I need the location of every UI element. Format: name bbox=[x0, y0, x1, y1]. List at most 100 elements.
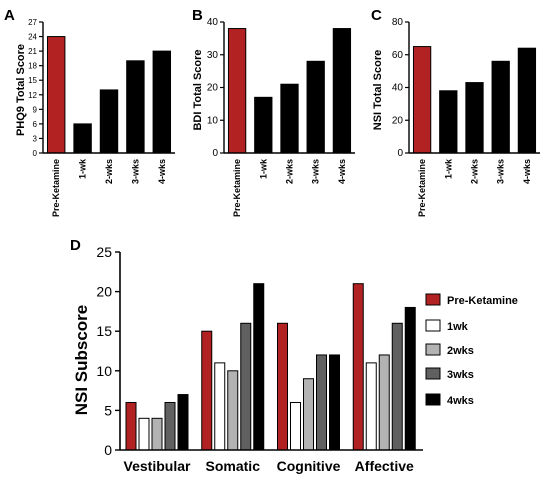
x-tick-label: 1-wk bbox=[78, 158, 88, 179]
bar-1-3 bbox=[306, 60, 325, 154]
legend-swatch-4 bbox=[425, 393, 441, 406]
x-tick-label: 4-wks bbox=[337, 159, 347, 184]
bar-2-1 bbox=[439, 90, 458, 154]
legend-swatch-2 bbox=[425, 343, 441, 356]
y-tick-label: 9 bbox=[33, 105, 38, 114]
bar-3-3 bbox=[391, 322, 403, 451]
y-tick-label: 5 bbox=[104, 402, 112, 418]
x-category-label: Somatic bbox=[206, 458, 261, 474]
panel-d-ylabel: NSI Subscore bbox=[72, 305, 91, 416]
bar-2-0 bbox=[277, 322, 288, 451]
panel-a: A PHQ9 Total Score Pre-Ketamine 1-wk 2-wks… bbox=[4, 7, 175, 217]
bar-2-3 bbox=[316, 354, 327, 451]
x-tick-label: Pre-Ketamine bbox=[417, 159, 427, 217]
x-category-label: Affective bbox=[355, 458, 414, 474]
bar-0-1 bbox=[138, 417, 150, 451]
bar-3-0 bbox=[352, 283, 364, 451]
y-tick-label: 40 bbox=[207, 17, 219, 28]
y-tick-label: 20 bbox=[96, 284, 112, 300]
panel-b-letter: B bbox=[192, 7, 203, 24]
y-tick-label: 40 bbox=[392, 83, 404, 94]
x-category-label: Vestibular bbox=[124, 458, 191, 474]
bar-1-2 bbox=[280, 83, 299, 154]
legend-swatch-1 bbox=[425, 319, 441, 332]
panel-a-letter: A bbox=[4, 7, 15, 24]
x-tick-label: Pre-Ketamine bbox=[51, 159, 61, 217]
bar-0-0 bbox=[125, 401, 137, 451]
x-tick-label: 1-wk bbox=[443, 158, 453, 179]
bar-2-1 bbox=[290, 401, 301, 451]
x-category-label: Cognitive bbox=[277, 458, 341, 474]
panel-d: D NSI Subscore Vestibular Somatic Cognitiv… bbox=[70, 237, 518, 474]
y-tick-label: 6 bbox=[33, 120, 38, 129]
bar-0-0 bbox=[46, 36, 66, 154]
bar-0-4 bbox=[177, 394, 189, 451]
bar-2-0 bbox=[412, 46, 432, 154]
panel-c-ylabel: NSI Total Score bbox=[372, 50, 384, 130]
bar-1-4 bbox=[253, 283, 265, 451]
y-tick-label: 0 bbox=[104, 442, 112, 458]
bar-1-0 bbox=[227, 28, 247, 154]
legend-label: 3wks bbox=[447, 369, 474, 381]
panel-c: C NSI Total Score Pre-Ketamine 1-wk 2-wks 3… bbox=[371, 7, 540, 217]
y-tick-label: 20 bbox=[207, 83, 219, 94]
bar-0-2 bbox=[99, 89, 119, 154]
x-tick-label: 2-wks bbox=[285, 159, 295, 184]
x-tick-label: 2-wks bbox=[104, 159, 114, 184]
bar-2-2 bbox=[465, 82, 484, 154]
legend-label: 1wk bbox=[447, 321, 469, 333]
legend-label: 2wks bbox=[447, 345, 474, 357]
x-tick-label: 2-wks bbox=[470, 159, 480, 184]
y-tick-label: 0 bbox=[397, 148, 403, 159]
bar-0-3 bbox=[126, 60, 145, 154]
bar-2-2 bbox=[303, 378, 314, 451]
y-tick-label: 60 bbox=[392, 50, 404, 61]
y-tick-label: 3 bbox=[33, 134, 38, 143]
bar-3-2 bbox=[378, 354, 390, 451]
bar-0-2 bbox=[151, 417, 163, 451]
x-tick-label: 4-wks bbox=[157, 159, 167, 184]
panel-c-letter: C bbox=[371, 7, 382, 24]
panel-a-ylabel: PHQ9 Total Score bbox=[15, 44, 27, 136]
x-tick-label: Pre-Ketamine bbox=[232, 159, 242, 217]
bar-0-1 bbox=[73, 123, 92, 154]
x-tick-label: 3-wks bbox=[496, 159, 506, 184]
y-tick-label: 80 bbox=[392, 17, 404, 28]
panel-b: B BDI Total Score Pre-Ketamine 1-wk 2-wks 3… bbox=[192, 7, 355, 217]
y-tick-label: 15 bbox=[96, 323, 112, 339]
y-tick-label: 30 bbox=[207, 50, 219, 61]
bar-3-4 bbox=[404, 306, 416, 451]
bar-3-1 bbox=[365, 362, 377, 451]
bar-2-4 bbox=[329, 354, 340, 451]
y-tick-label: 12 bbox=[28, 91, 37, 100]
legend-label: 4wks bbox=[447, 395, 474, 407]
bar-1-0 bbox=[201, 330, 213, 451]
bar-0-3 bbox=[164, 401, 176, 451]
y-tick-label: 27 bbox=[28, 18, 37, 27]
legend-swatch-3 bbox=[425, 367, 441, 380]
y-tick-label: 15 bbox=[28, 76, 37, 85]
y-tick-label: 0 bbox=[212, 148, 218, 159]
bar-1-3 bbox=[240, 322, 252, 451]
panel-b-ylabel: BDI Total Score bbox=[192, 49, 204, 130]
y-tick-label: 10 bbox=[207, 115, 219, 126]
y-tick-label: 21 bbox=[28, 47, 37, 56]
bar-0-4 bbox=[152, 50, 172, 154]
y-tick-label: 10 bbox=[96, 363, 112, 379]
x-tick-label: 3-wks bbox=[130, 159, 140, 184]
x-tick-label: 4-wks bbox=[522, 159, 532, 184]
bar-1-1 bbox=[254, 96, 273, 154]
x-tick-label: 3-wks bbox=[311, 159, 321, 184]
y-tick-label: 18 bbox=[28, 62, 37, 71]
legend-swatch-0 bbox=[425, 293, 441, 306]
bar-1-4 bbox=[332, 28, 352, 154]
bar-2-4 bbox=[517, 47, 537, 154]
bar-2-3 bbox=[491, 60, 510, 154]
legend-label: Pre-Ketamine bbox=[447, 295, 518, 307]
x-tick-label: 1-wk bbox=[258, 158, 268, 179]
y-tick-label: 24 bbox=[28, 33, 37, 42]
y-tick-label: 20 bbox=[392, 115, 404, 126]
y-tick-label: 25 bbox=[96, 244, 112, 260]
bar-1-2 bbox=[227, 370, 239, 451]
